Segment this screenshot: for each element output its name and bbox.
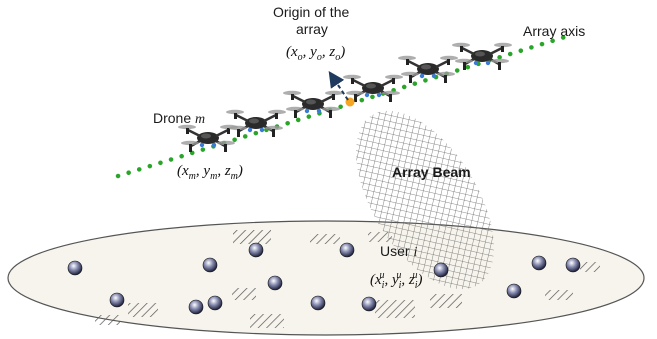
quadcopter-drone-icon bbox=[396, 54, 460, 85]
user-sphere-icon bbox=[506, 283, 522, 299]
user-sphere-icon bbox=[109, 292, 125, 308]
quadcopter-drone-icon bbox=[281, 89, 345, 120]
user-coordinates: (xiu, yiu, ziu) bbox=[370, 270, 423, 291]
array-axis-line bbox=[115, 33, 571, 179]
origin-coordinates: (xo, yo, zo) bbox=[286, 44, 346, 63]
origin-title-line1: Origin of the bbox=[273, 4, 350, 20]
user-sphere-icon bbox=[248, 242, 264, 258]
user-sphere-icon bbox=[202, 257, 218, 273]
drone-label: Drone m bbox=[153, 110, 206, 127]
quadcopter-drone-icon bbox=[176, 123, 240, 154]
array-axis-label: Array axis bbox=[523, 23, 586, 39]
array-beam-label: Array Beam bbox=[392, 164, 471, 180]
user-sphere-icon bbox=[67, 260, 83, 276]
ground-hatch-patches bbox=[95, 230, 600, 328]
user-label: User i bbox=[380, 243, 418, 260]
user-sphere-icon bbox=[433, 262, 449, 278]
user-sphere-icon bbox=[339, 242, 355, 258]
array-beam bbox=[356, 110, 494, 290]
user-sphere-icon bbox=[207, 295, 223, 311]
user-sphere-icon bbox=[267, 275, 283, 291]
user-sphere-icon bbox=[531, 255, 547, 271]
origin-arrow bbox=[328, 71, 349, 101]
user-sphere-icon bbox=[361, 296, 377, 312]
user-sphere-icon bbox=[188, 299, 204, 315]
user-sphere-icon bbox=[565, 257, 581, 273]
user-sphere-icon bbox=[310, 295, 326, 311]
quadcopter-drone-icon bbox=[450, 41, 514, 72]
drone-coordinates: (xm, ym, zm) bbox=[177, 163, 243, 182]
origin-title-line2: array bbox=[296, 21, 328, 37]
